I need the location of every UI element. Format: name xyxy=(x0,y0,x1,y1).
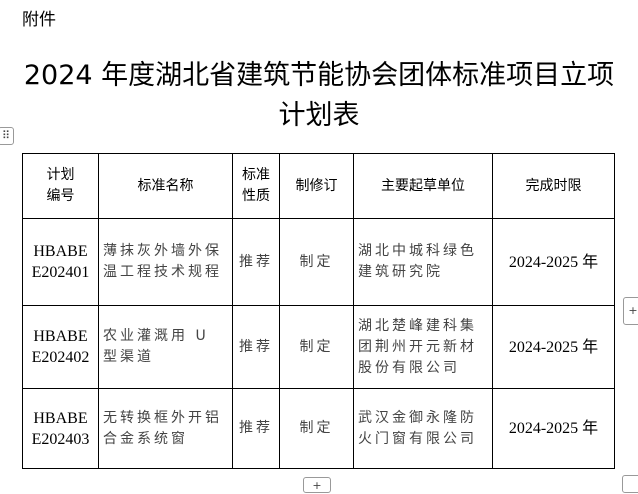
header-standard-name-text: 标准名称 xyxy=(137,177,194,194)
add-row-button[interactable]: + xyxy=(303,477,331,493)
attachment-label: 附件 xyxy=(22,10,56,30)
drafting-unit-cell: 湖北中城科绿色建筑研究院 xyxy=(353,218,493,306)
revision-cell: 制定 xyxy=(279,218,354,306)
table-row: HBABE E202403 无转换框外开铝合金系统窗 推荐 制定 武汉金御永隆防… xyxy=(22,388,615,469)
page-title: 2024 年度湖北省建筑节能协会团体标准项目立项 计划表 xyxy=(0,56,638,136)
nature-cell: 推荐 xyxy=(232,218,280,306)
plan-table: 计划 编号 标准名称 标准 性质 制修订 主要起草单位 完成时限 HBABE E20240… xyxy=(22,153,615,469)
deadline-cell: 2024-2025 年 xyxy=(492,305,615,389)
header-standard-name: 标准名称 xyxy=(98,153,233,219)
table-move-handle[interactable]: ⠿ xyxy=(0,127,14,145)
header-revision-text: 制修订 xyxy=(295,177,338,194)
title-line-1: 2024 年度湖北省建筑节能协会团体标准项目立项 xyxy=(23,60,615,91)
header-row: 计划 编号 标准名称 标准 性质 制修订 主要起草单位 完成时限 xyxy=(22,153,615,219)
header-plan-code: 计划 编号 xyxy=(22,153,99,219)
header-plan-code-text: 计划 编号 xyxy=(46,167,75,204)
standard-name-cell: 薄抹灰外墙外保温工程技术规程 xyxy=(98,218,233,306)
table-row: HBABE E202402 农业灌溉用 U 型渠道 推荐 制定 湖北楚峰建科集团… xyxy=(22,305,615,389)
header-drafting-unit-text: 主要起草单位 xyxy=(381,177,465,194)
header-deadline-text: 完成时限 xyxy=(525,177,582,194)
deadline-cell: 2024-2025 年 xyxy=(492,388,615,469)
nature-cell: 推荐 xyxy=(232,388,280,469)
header-revision: 制修订 xyxy=(279,153,354,219)
plan-code-cell: HBABE E202402 xyxy=(22,305,99,389)
header-deadline: 完成时限 xyxy=(492,153,615,219)
header-drafting-unit: 主要起草单位 xyxy=(353,153,493,219)
add-column-button[interactable]: + xyxy=(623,297,638,325)
drafting-unit-cell: 湖北楚峰建科集团荆州开元新材股份有限公司 xyxy=(353,305,493,389)
revision-cell: 制定 xyxy=(279,305,354,389)
standard-name-cell: 无转换框外开铝合金系统窗 xyxy=(98,388,233,469)
nature-cell: 推荐 xyxy=(232,305,280,389)
table-resize-handle[interactable] xyxy=(622,475,638,493)
title-line-2: 计划表 xyxy=(278,100,360,131)
deadline-cell: 2024-2025 年 xyxy=(492,218,615,306)
plan-code-cell: HBABE E202401 xyxy=(22,218,99,306)
table-row: HBABE E202401 薄抹灰外墙外保温工程技术规程 推荐 制定 湖北中城科… xyxy=(22,218,615,306)
plan-code-cell: HBABE E202403 xyxy=(22,388,99,469)
revision-cell: 制定 xyxy=(279,388,354,469)
header-nature: 标准 性质 xyxy=(232,153,280,219)
standard-name-cell: 农业灌溉用 U 型渠道 xyxy=(98,305,233,389)
header-nature-text: 标准 性质 xyxy=(242,167,270,204)
drafting-unit-cell: 武汉金御永隆防火门窗有限公司 xyxy=(353,388,493,469)
